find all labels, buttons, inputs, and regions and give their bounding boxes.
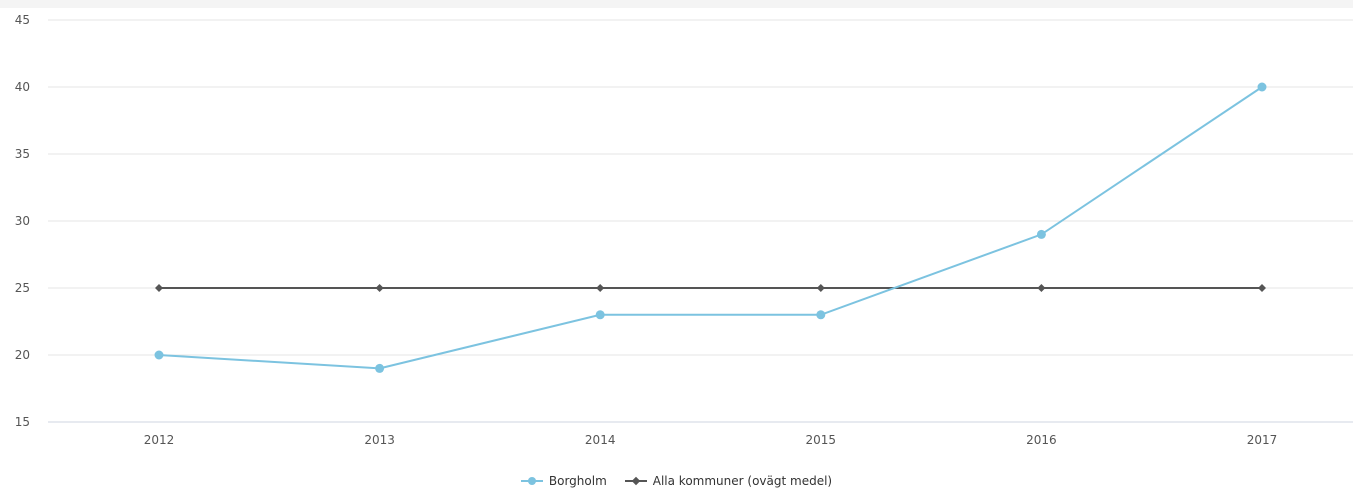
x-tick-label: 2014 (585, 433, 616, 447)
x-axis: 2012 2013 2014 2015 2016 2017 (144, 433, 1278, 447)
data-point (1258, 284, 1266, 292)
data-point (375, 284, 384, 292)
data-point (816, 310, 826, 320)
legend-marker-circle-icon (520, 475, 543, 487)
line-chart: 15 20 25 30 35 40 45 2012 2013 2014 2015 2016 2017 (15, 13, 1353, 447)
legend-label: Borgholm (548, 474, 607, 488)
data-point (155, 284, 163, 292)
y-tick-label: 15 (15, 415, 30, 429)
x-tick-label: 2015 (806, 433, 837, 447)
y-tick-label: 25 (15, 281, 30, 295)
y-tick-label: 20 (15, 348, 30, 362)
series-line-borgholm (158, 86, 1263, 370)
x-tick-label: 2016 (1026, 433, 1057, 447)
data-point (154, 350, 164, 360)
data-point (595, 310, 605, 320)
top-strip (0, 0, 1353, 8)
y-axis: 15 20 25 30 35 40 45 (15, 13, 30, 429)
x-tick-label: 2013 (364, 433, 395, 447)
data-point (1257, 82, 1267, 92)
y-tick-label: 30 (15, 214, 30, 228)
data-point (816, 284, 825, 292)
legend: Borgholm Alla kommuner (ovägt medel) (0, 474, 1353, 488)
data-point (1037, 284, 1046, 292)
gridlines (48, 19, 1353, 423)
legend-label: Alla kommuner (ovägt medel) (652, 474, 833, 488)
y-tick-label: 45 (15, 13, 30, 27)
y-tick-label: 35 (15, 147, 30, 161)
x-tick-label: 2017 (1247, 433, 1278, 447)
series-layer (154, 82, 1267, 373)
legend-item-borgholm[interactable]: Borgholm (520, 474, 607, 488)
data-point (1036, 229, 1046, 239)
data-point (596, 284, 605, 292)
legend-marker-diamond-icon (624, 475, 647, 487)
legend-item-alla-kommuner[interactable]: Alla kommuner (ovägt medel) (624, 474, 833, 488)
data-point (375, 363, 385, 373)
y-tick-label: 40 (15, 80, 30, 94)
x-tick-label: 2012 (144, 433, 175, 447)
